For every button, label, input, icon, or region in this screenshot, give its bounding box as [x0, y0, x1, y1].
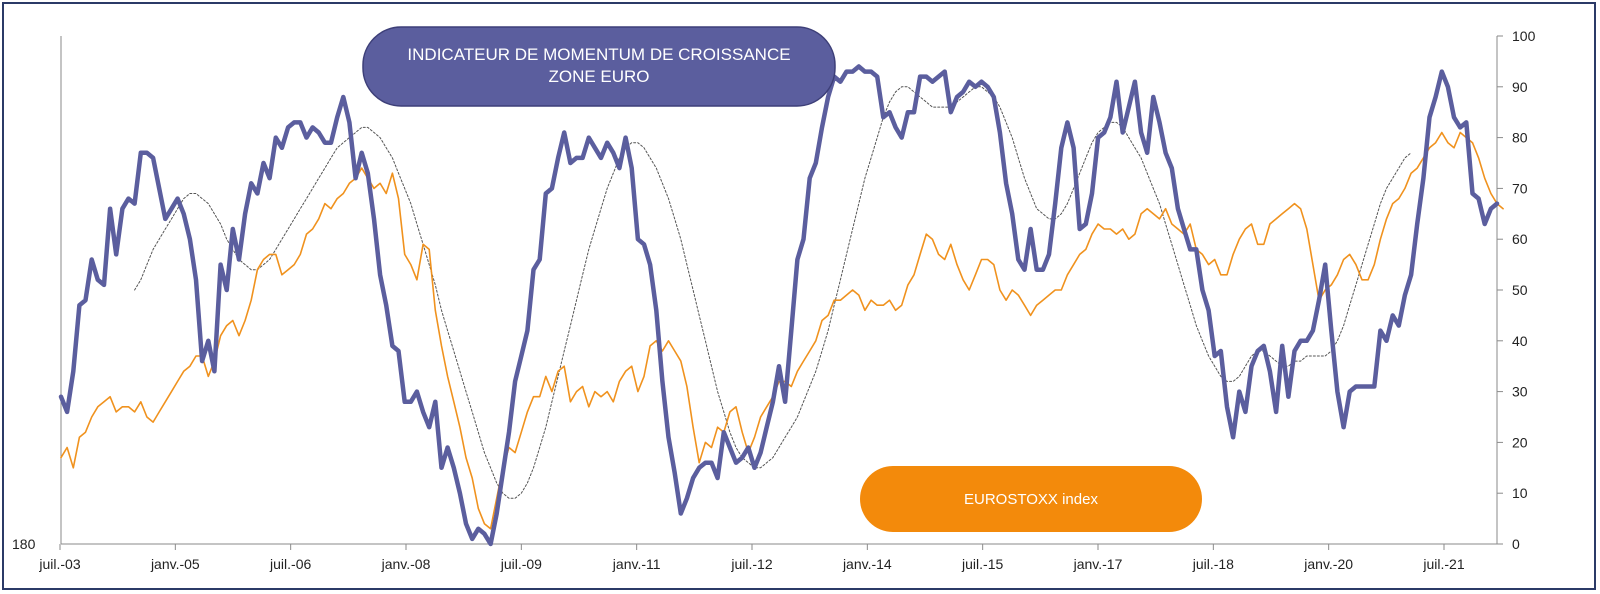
- series-lines: [58, 64, 1504, 547]
- x-tick-label: janv.-11: [612, 556, 661, 572]
- x-tick-label: juil.-09: [500, 556, 542, 572]
- series-line-momentum: [58, 64, 1500, 547]
- axes: [59, 35, 1503, 550]
- x-tick-label: juil.-18: [1192, 556, 1234, 572]
- x-tick-label: janv.-17: [1073, 556, 1123, 572]
- y-tick-label: 80: [1512, 130, 1528, 146]
- eurostoxx-legend-box: EUROSTOXX index: [860, 466, 1202, 532]
- y-tick-label: 0: [1512, 536, 1520, 552]
- x-tick-label: juil.-21: [1422, 556, 1464, 572]
- y-tick-label: 90: [1512, 79, 1528, 95]
- eurostoxx-legend-label: EUROSTOXX index: [964, 491, 1098, 508]
- x-tick-label: juil.-12: [730, 556, 772, 572]
- eurostoxx-box-background: [860, 466, 1202, 532]
- y-tick-label: 100: [1512, 28, 1536, 44]
- series-line-smoothed: [134, 86, 1412, 499]
- y-tick-label: 60: [1512, 231, 1528, 247]
- x-tick-label: juil.-06: [269, 556, 311, 572]
- chart-title-line-1: INDICATEUR DE MOMENTUM DE CROISSANCE: [407, 45, 790, 64]
- y-tick-label: 70: [1512, 180, 1528, 196]
- y-tick-label: 50: [1512, 282, 1528, 298]
- title-box: INDICATEUR DE MOMENTUM DE CROISSANCE ZON…: [362, 26, 836, 107]
- series-line-eurostoxx: [60, 131, 1504, 530]
- y-tick-label: 40: [1512, 333, 1528, 349]
- x-tick-label: juil.-15: [961, 556, 1003, 572]
- chart-title-line-2: ZONE EURO: [548, 67, 649, 86]
- x-tick-label: janv.-05: [150, 556, 200, 572]
- y-tick-label: 30: [1512, 384, 1528, 400]
- left-axis-label: 180: [12, 536, 36, 552]
- x-tick-label: janv.-20: [1303, 556, 1353, 572]
- y-tick-label: 10: [1512, 485, 1528, 501]
- y-tick-label: 20: [1512, 434, 1528, 450]
- x-tick-label: janv.-08: [381, 556, 431, 572]
- title-box-background: [362, 26, 836, 107]
- x-tick-label: juil.-03: [38, 556, 80, 572]
- x-tick-label: janv.-14: [842, 556, 892, 572]
